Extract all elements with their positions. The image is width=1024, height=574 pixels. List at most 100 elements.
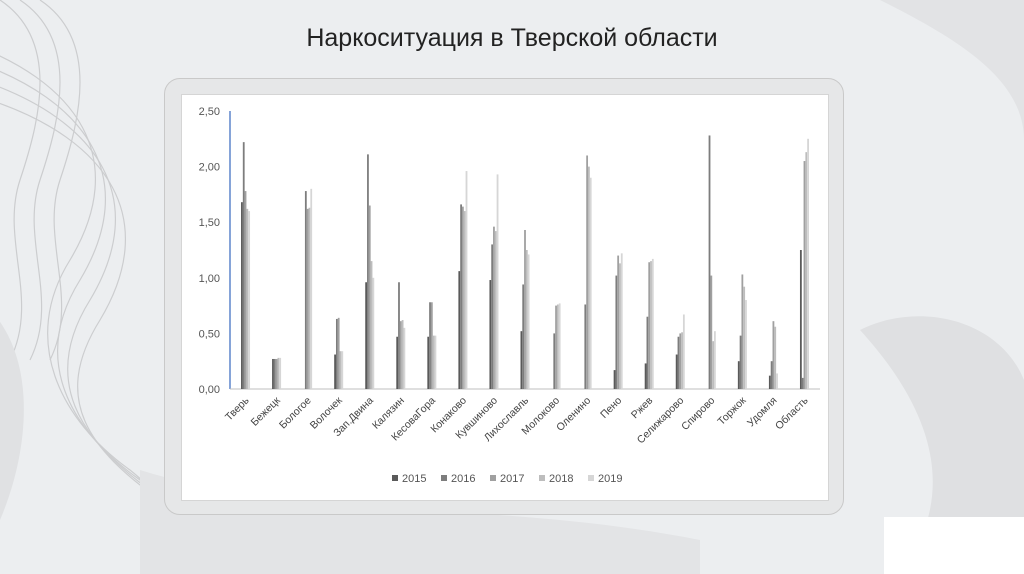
bar-2017-3: [337, 317, 340, 389]
bar-2016-16: [739, 335, 742, 389]
bar-2015-12: [613, 370, 616, 389]
bar-2016-5: [398, 282, 400, 389]
y-tick-label: 1,50: [199, 217, 220, 229]
bar-2017-5: [399, 321, 402, 389]
bar-2016-13: [646, 316, 649, 389]
bar-2017-12: [617, 255, 620, 389]
x-tick-label: Область: [773, 394, 811, 432]
bar-2018-5: [401, 320, 404, 389]
bar-2015-1: [272, 358, 274, 389]
bar-2017-4: [368, 205, 371, 389]
y-tick-label: 2,50: [199, 106, 220, 118]
y-tick-label: 2,00: [199, 162, 220, 174]
bar-2018-18: [805, 152, 808, 389]
bar-2016-14: [677, 336, 680, 389]
bar-2018-9: [525, 250, 528, 389]
bar-2018-15: [712, 341, 715, 389]
bar-2017-2: [306, 208, 309, 389]
bar-2017-13: [648, 262, 651, 389]
chart-area: 0,00 0,50 1,00 1,50 2,00 2,50 Тверь Бежецк Болог…: [181, 94, 829, 501]
bar-2018-4: [370, 261, 373, 389]
bar-2018-14: [681, 332, 683, 389]
bar-2018-3: [339, 351, 342, 389]
legend-swatch-2018: [539, 475, 545, 481]
bar-chart: 0,000,501,001,502,002,50ТверьБежецкБолог…: [199, 106, 820, 485]
legend-label-2016: 2016: [451, 473, 475, 485]
bar-2019-18: [807, 138, 809, 389]
bar-2019-14: [682, 314, 685, 389]
bar-2017-15: [710, 275, 713, 389]
bar-2018-16: [743, 286, 746, 389]
bar-2019-1: [279, 357, 282, 389]
bar-2018-12: [619, 263, 621, 389]
bar-2017-1: [275, 358, 278, 389]
bar-2015-5: [396, 336, 399, 389]
bar-2016-7: [460, 204, 462, 389]
bar-2016-3: [335, 318, 338, 389]
bar-2015-18: [799, 250, 802, 389]
bar-2019-4: [372, 277, 375, 389]
bar-2018-7: [463, 211, 466, 389]
slide-title: Наркоситуация в Тверской области: [306, 24, 718, 52]
bar-2019-5: [403, 327, 406, 389]
bar-2016-1: [273, 358, 276, 389]
bar-2017-9: [524, 229, 526, 389]
bar-2015-6: [427, 336, 430, 389]
bar-2018-10: [556, 304, 559, 389]
bar-2016-9: [522, 284, 525, 389]
bar-2015-0: [241, 202, 243, 389]
bar-2019-0: [248, 211, 251, 389]
x-tick-label: Тверь: [223, 394, 252, 423]
x-tick-label: Пено: [598, 395, 624, 421]
bar-2019-9: [527, 254, 530, 389]
bar-2017-0: [244, 191, 247, 389]
x-tick-label: Спирово: [679, 395, 717, 433]
legend-swatch-2017: [490, 475, 496, 481]
bar-2018-0: [246, 208, 249, 389]
bar-2015-14: [675, 354, 678, 389]
bar-2017-6: [430, 302, 433, 389]
bar-2015-7: [458, 271, 461, 389]
legend-label-2019: 2019: [598, 473, 622, 485]
bar-2015-3: [334, 354, 336, 389]
bar-2019-7: [465, 171, 468, 389]
legend-swatch-2015: [392, 475, 398, 481]
bar-2017-7: [461, 206, 464, 389]
y-tick-label: 1,00: [199, 273, 220, 285]
bar-2018-11: [588, 166, 590, 389]
bar-2016-12: [615, 275, 618, 389]
bar-2018-6: [432, 335, 435, 389]
bar-2017-14: [679, 333, 682, 389]
bar-2015-13: [644, 363, 647, 389]
y-tick-label: 0,00: [199, 384, 220, 396]
bar-2015-16: [737, 361, 740, 389]
bar-2016-8: [491, 244, 494, 389]
corner-patch: [884, 517, 1024, 574]
bar-2016-11: [584, 304, 587, 389]
bar-2019-6: [434, 335, 437, 389]
bar-2018-17: [774, 326, 777, 389]
y-tick-label: 0,50: [199, 328, 220, 340]
bar-2017-11: [586, 155, 589, 389]
bar-2015-9: [520, 331, 523, 389]
bar-2017-16: [741, 274, 744, 389]
bar-2019-11: [589, 177, 592, 389]
x-tick-label: Ржев: [629, 394, 656, 421]
bar-2019-17: [776, 373, 778, 389]
bar-2017-10: [555, 305, 557, 389]
bar-2019-10: [558, 303, 561, 389]
x-tick-label: Оленино: [554, 395, 593, 434]
bar-2015-8: [489, 280, 492, 389]
bar-2016-18: [801, 377, 804, 389]
bar-2017-18: [803, 161, 806, 389]
bar-2016-2: [304, 191, 307, 389]
legend-label-2018: 2018: [549, 473, 573, 485]
bar-2018-2: [308, 207, 311, 389]
bar-2019-16: [745, 300, 747, 389]
legend-swatch-2016: [441, 475, 447, 481]
bar-2016-15: [708, 135, 711, 389]
x-tick-label: Торжок: [715, 394, 748, 427]
bar-2016-0: [242, 142, 245, 389]
bar-2019-12: [620, 253, 623, 389]
bar-2016-10: [553, 333, 556, 389]
